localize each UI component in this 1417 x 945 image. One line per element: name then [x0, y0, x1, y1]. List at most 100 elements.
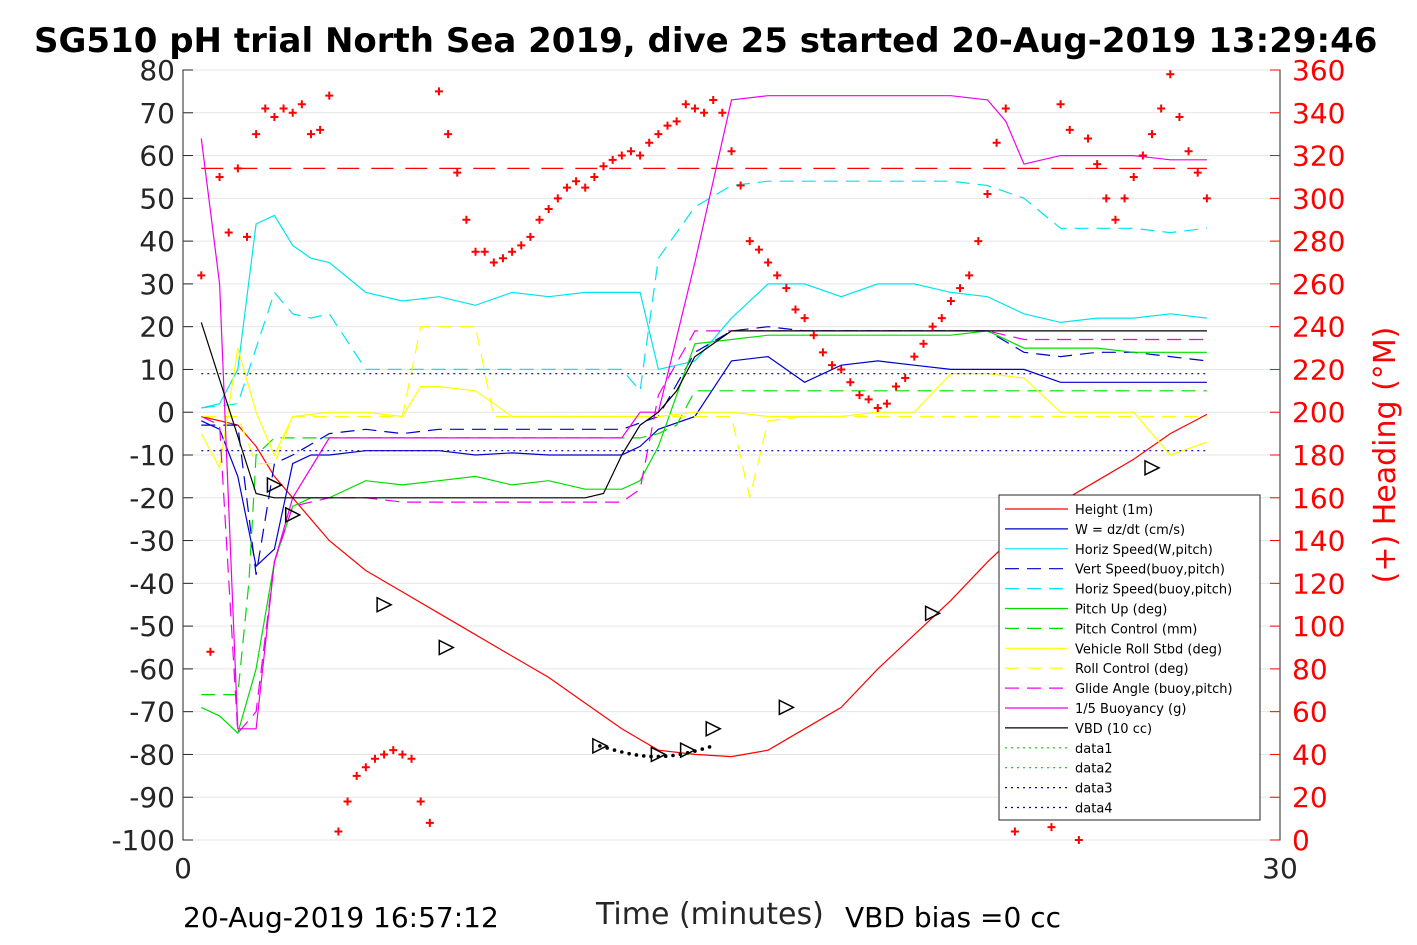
heading-point — [517, 241, 526, 250]
heading-point — [956, 284, 965, 293]
heading-point — [252, 130, 261, 139]
heading-point — [398, 750, 407, 759]
y-tick-label-right: 160 — [1292, 482, 1345, 515]
heading-point — [233, 164, 242, 173]
y-tick-label-right: 260 — [1292, 268, 1345, 301]
heading-point — [572, 177, 581, 186]
x-tick-label: 30 — [1262, 852, 1298, 885]
legend-label: Vert Speed(buoy,pitch) — [1075, 563, 1225, 578]
legend-label: 1/5 Buoyancy (g) — [1075, 702, 1186, 717]
heading-point — [928, 322, 937, 331]
heading-point — [462, 215, 471, 224]
heading-point — [407, 754, 416, 763]
heading-point — [727, 147, 736, 156]
legend-label: Pitch Control (mm) — [1075, 622, 1197, 637]
heading-point — [1047, 823, 1056, 832]
height-dot — [707, 745, 712, 749]
height-marker — [924, 605, 942, 622]
heading-point — [325, 91, 334, 100]
heading-point — [480, 247, 489, 256]
y-tick-label-left: 60 — [139, 140, 175, 173]
heading-point — [306, 130, 315, 139]
heading-point — [873, 403, 882, 412]
heading-point — [1111, 215, 1120, 224]
height-marker — [650, 746, 668, 763]
series-line — [201, 330, 1207, 735]
heading-point — [681, 100, 690, 109]
heading-point — [1184, 147, 1193, 156]
heading-point — [297, 100, 306, 109]
y-tick-label-left: 70 — [139, 97, 175, 130]
heading-point — [800, 314, 809, 323]
legend-label: VBD (10 cc) — [1075, 722, 1152, 737]
heading-point — [389, 746, 398, 755]
heading-point — [1129, 172, 1138, 181]
heading-point — [910, 352, 919, 361]
heading-point — [444, 130, 453, 139]
y-tick-label-right: 300 — [1292, 182, 1345, 215]
y-tick-label-right: 220 — [1292, 353, 1345, 386]
y-tick-label-right: 40 — [1292, 738, 1328, 771]
series-line — [201, 390, 1207, 696]
y-tick-label-left: -20 — [129, 482, 175, 515]
y-tick-label-right: 180 — [1292, 439, 1345, 472]
heading-point — [553, 194, 562, 203]
heading-point — [453, 168, 462, 177]
y-tick-label-right: 320 — [1292, 140, 1345, 173]
heading-point — [782, 284, 791, 293]
heading-point — [471, 247, 480, 256]
height-dot — [627, 751, 631, 756]
heading-point — [946, 297, 955, 305]
y-tick-label-left: -40 — [129, 567, 175, 600]
y-tick-label-right: 80 — [1292, 653, 1328, 686]
legend-label: data3 — [1075, 782, 1113, 797]
height-marker — [1144, 459, 1161, 477]
series-line — [201, 180, 1207, 409]
heading-point — [544, 205, 553, 214]
legend-label: Horiz Speed(W,pitch) — [1075, 543, 1213, 558]
height-marker — [438, 639, 455, 656]
heading-point — [882, 399, 891, 408]
y-tick-label-left: -10 — [129, 439, 175, 472]
heading-point — [380, 750, 389, 759]
heading-point — [709, 95, 718, 104]
heading-point — [818, 348, 827, 357]
heading-point — [745, 237, 754, 246]
legend-label: Glide Angle (buoy,pitch) — [1075, 682, 1233, 697]
series-line — [201, 330, 1207, 735]
y-tick-label-left: 10 — [139, 353, 175, 386]
y-axis-label-right: (+) Heading (°M) — [1368, 327, 1403, 584]
heading-point — [992, 138, 1001, 147]
heading-point — [754, 245, 763, 254]
heading-point — [1157, 104, 1166, 113]
heading-point — [983, 190, 992, 199]
heading-point — [370, 754, 379, 763]
heading-point — [919, 339, 928, 348]
heading-point — [599, 162, 608, 171]
y-tick-label-left: -50 — [129, 610, 175, 643]
heading-point — [736, 181, 745, 190]
legend: Height (1m) W = dz/dt (cm/s) Horiz Speed(W… — [998, 494, 1261, 821]
heading-point — [334, 827, 343, 836]
legend-label: data1 — [1075, 742, 1113, 757]
y-tick-label-left: 20 — [139, 311, 175, 344]
heading-point — [1148, 130, 1157, 139]
height-dot — [612, 748, 617, 752]
legend-label: Roll Control (deg) — [1075, 662, 1189, 677]
heading-point — [773, 271, 782, 280]
heading-point — [434, 87, 443, 96]
heading-point — [864, 395, 873, 404]
heading-point — [1193, 168, 1202, 177]
heading-point — [279, 104, 288, 113]
heading-point — [361, 763, 370, 772]
heading-point — [608, 155, 617, 164]
height-dot — [700, 747, 705, 751]
footer-date: 20-Aug-2019 16:57:12 — [183, 901, 499, 934]
heading-point — [206, 647, 215, 656]
legend-label: Horiz Speed(buoy,pitch) — [1075, 583, 1232, 598]
heading-point — [1010, 827, 1019, 836]
legend-label: Height (1m) — [1075, 503, 1153, 518]
y-tick-label-right: 360 — [1292, 54, 1345, 87]
heading-point — [242, 232, 251, 241]
